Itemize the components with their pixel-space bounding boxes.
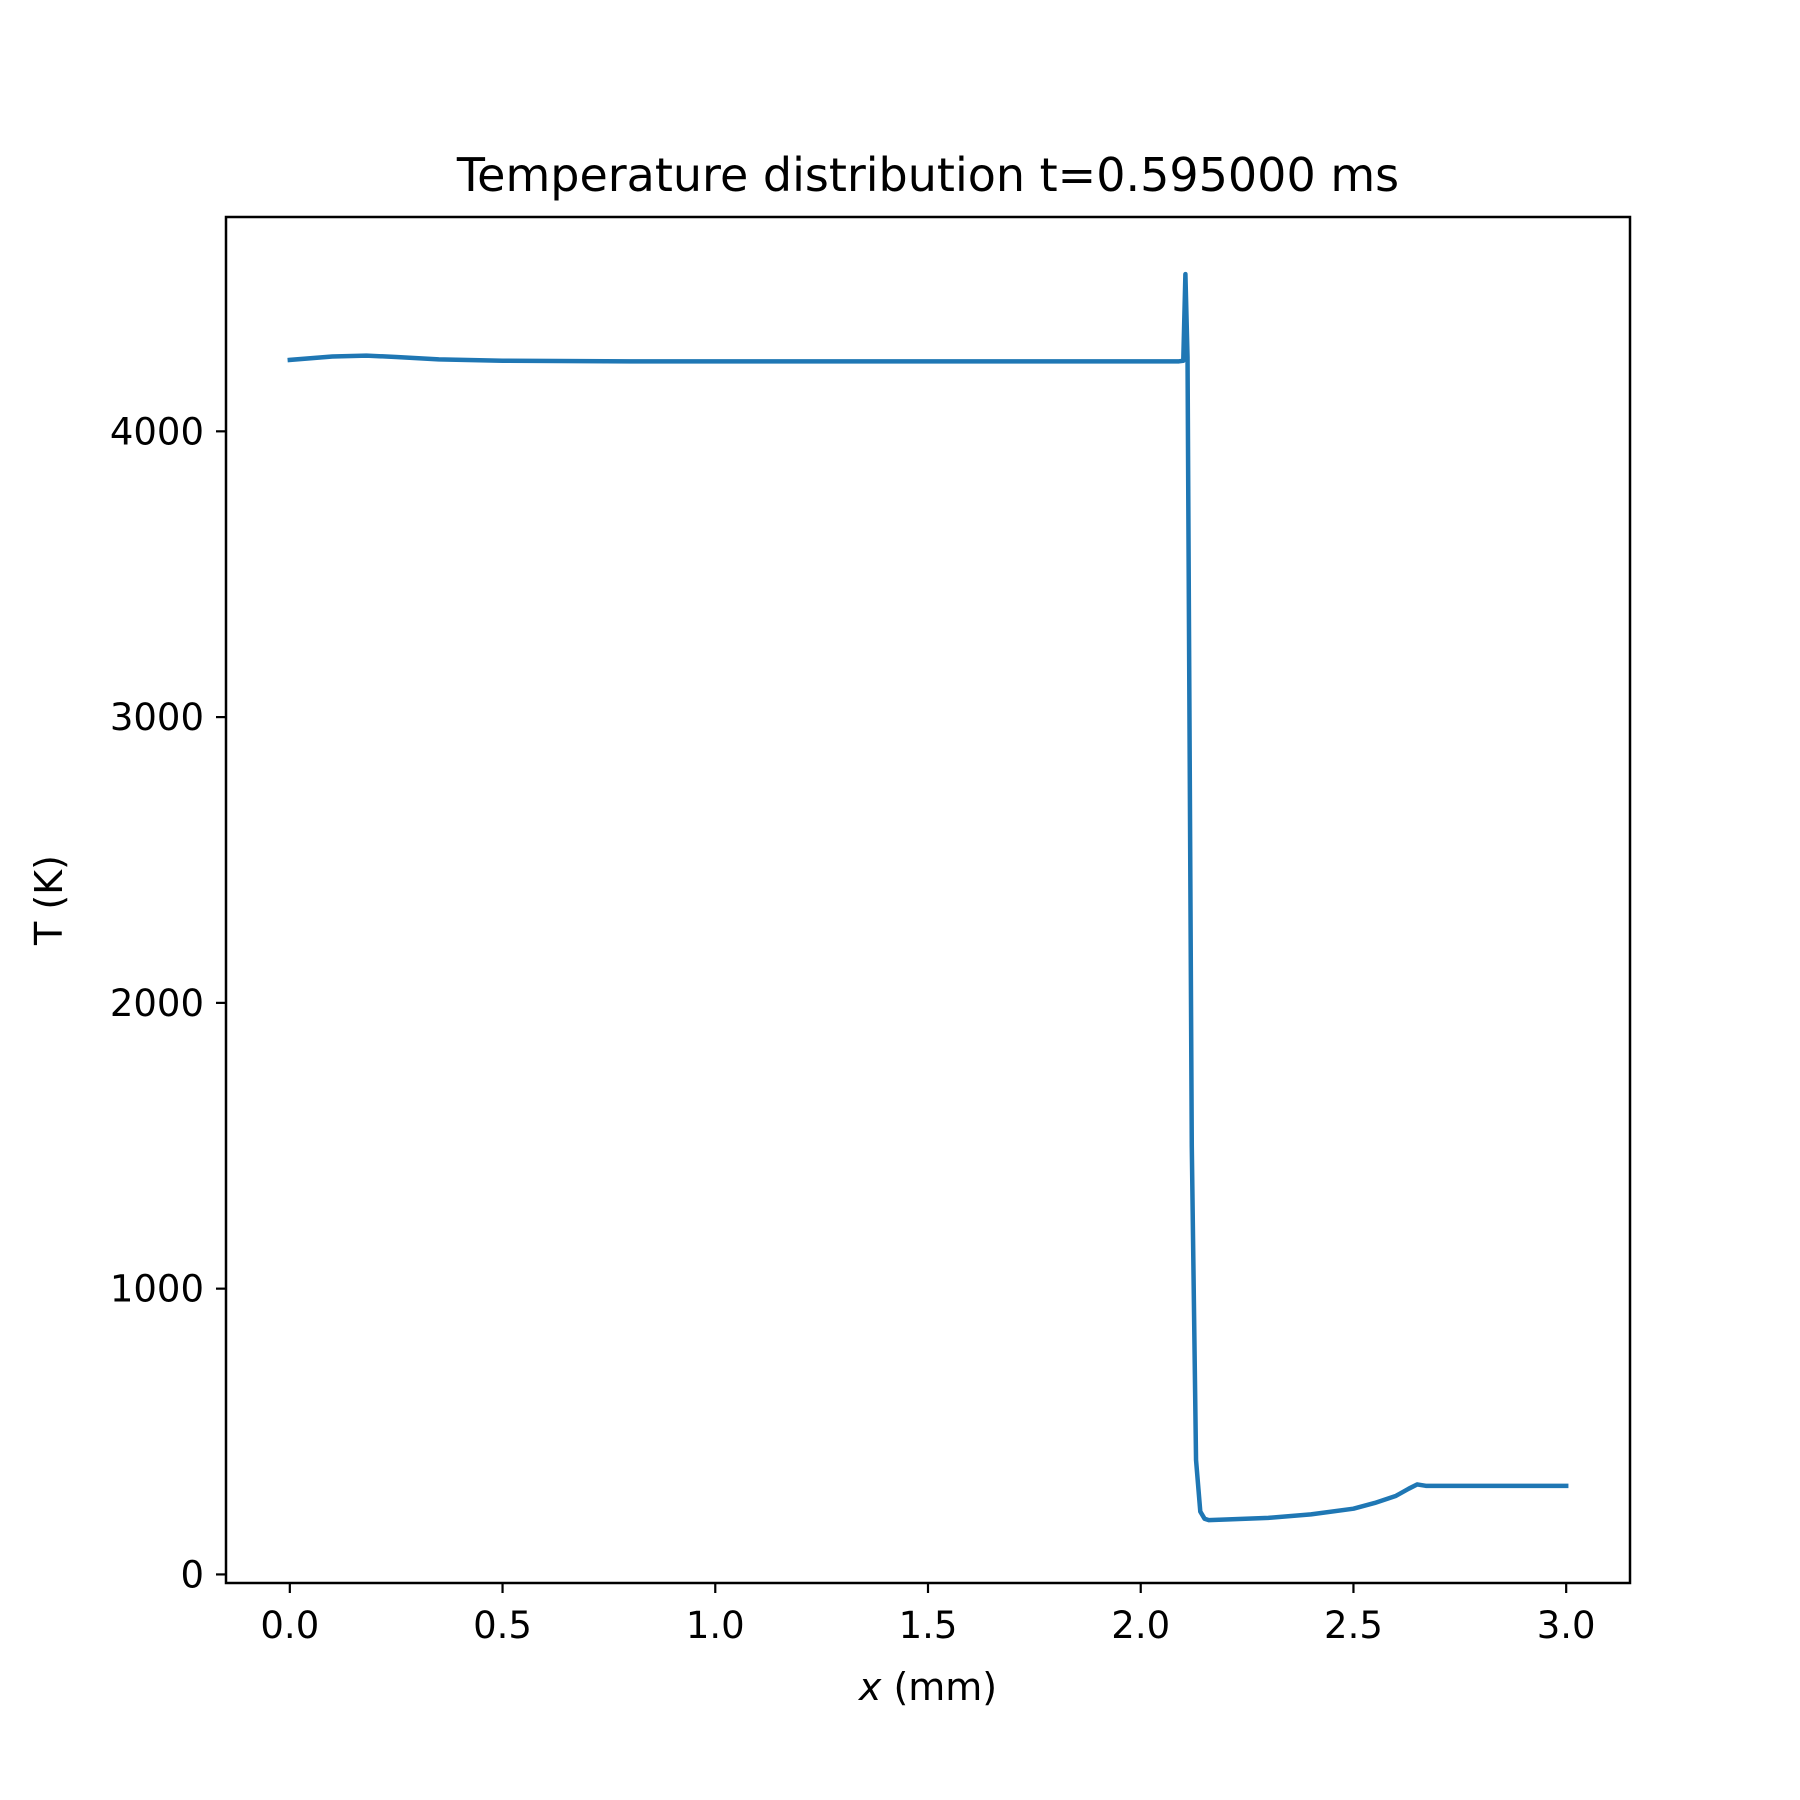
x-tick-label: 1.0 — [686, 1604, 745, 1647]
x-tick-label: 2.0 — [1111, 1604, 1170, 1647]
y-axis-label: T (K) — [27, 855, 71, 946]
x-axis-ticks: 0.0 0.5 1.0 1.5 2.0 2.5 3.0 — [260, 1583, 1596, 1647]
x-tick-label: 1.5 — [899, 1604, 958, 1647]
y-tick-label: 3000 — [110, 696, 204, 739]
x-axis-label-unit: (mm) — [881, 1665, 997, 1709]
x-tick-label: 0.5 — [473, 1604, 532, 1647]
plot-frame — [224, 215, 1632, 1585]
y-tick-label: 1000 — [110, 1268, 204, 1311]
plot-area — [287, 271, 1569, 1523]
y-tick-label: 4000 — [110, 410, 204, 453]
x-axis-label: x (mm) — [858, 1665, 997, 1709]
chart-title: Temperature distribution t=0.595000 ms — [456, 148, 1399, 202]
x-tick-label: 0.0 — [260, 1604, 319, 1647]
series-line — [287, 271, 1569, 1523]
y-tick-label: 2000 — [110, 982, 204, 1025]
x-tick-label: 2.5 — [1324, 1604, 1383, 1647]
x-tick-label: 3.0 — [1537, 1604, 1596, 1647]
y-tick-label: 0 — [180, 1553, 204, 1596]
x-axis-label-var: x — [858, 1665, 882, 1709]
y-axis-ticks: 0 1000 2000 3000 4000 — [110, 410, 226, 1596]
